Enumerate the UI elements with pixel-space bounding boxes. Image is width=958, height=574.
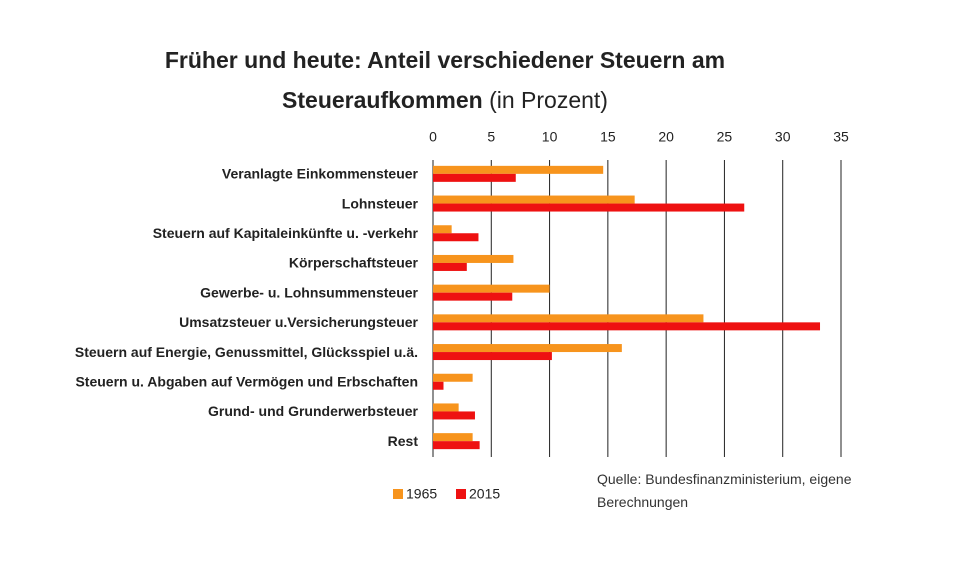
y-tick-label: Lohnsteuer (342, 195, 419, 211)
bar (433, 292, 513, 301)
source-note: Quelle: Bundesfinanzministerium, eigene … (597, 471, 852, 510)
legend-label: 1965 (406, 486, 437, 502)
bar (433, 373, 473, 382)
bar (433, 411, 475, 420)
bar (433, 322, 821, 331)
bar (433, 381, 444, 390)
bar (433, 344, 622, 353)
x-tick-label: 20 (658, 129, 674, 145)
bar (433, 195, 635, 204)
chart-title: Früher und heute: Anteil verschiedener S… (164, 47, 726, 113)
x-tick-label: 5 (487, 129, 495, 145)
bar (433, 225, 452, 234)
x-tick-label: 0 (429, 129, 437, 145)
bar (433, 203, 745, 212)
y-tick-label: Veranlagte Einkommensteuer (222, 166, 419, 182)
bar (433, 173, 516, 182)
bar (433, 284, 550, 293)
y-tick-label: Steuern u. Abgaben auf Vermögen und Erbs… (75, 373, 418, 389)
y-tick-label: Rest (388, 433, 419, 449)
bar (433, 403, 459, 412)
y-tick-label: Gewerbe- u. Lohnsummensteuer (200, 284, 418, 300)
y-tick-label: Umsatzsteuer u.Versicherungsteuer (179, 314, 418, 330)
y-tick-label: Grund- und Grunderwerbsteuer (208, 403, 419, 419)
bar (433, 314, 704, 323)
bar (433, 254, 514, 263)
chart-subtitle: (in Prozent) (489, 87, 608, 113)
chart-title-block: Früher und heute: Anteil verschiedener S… (135, 40, 755, 120)
y-tick-label: Steuern auf Energie, Genussmittel, Glück… (75, 344, 418, 360)
legend-label: 2015 (469, 486, 500, 502)
x-tick-label: 25 (717, 129, 733, 145)
bar (433, 441, 480, 450)
x-tick-label: 30 (775, 129, 791, 145)
x-tick-label: 35 (833, 129, 849, 145)
bar (433, 433, 473, 442)
legend-swatch (393, 489, 403, 499)
y-tick-label: Steuern auf Kapitaleinkünfte u. -verkehr (153, 225, 419, 241)
bar (433, 352, 552, 361)
x-tick-label: 15 (600, 129, 616, 145)
bar (433, 233, 479, 242)
legend-swatch (456, 489, 466, 499)
bar (433, 262, 467, 271)
y-tick-label: Körperschaftsteuer (289, 255, 419, 271)
bar (433, 165, 604, 174)
x-tick-label: 10 (542, 129, 558, 145)
